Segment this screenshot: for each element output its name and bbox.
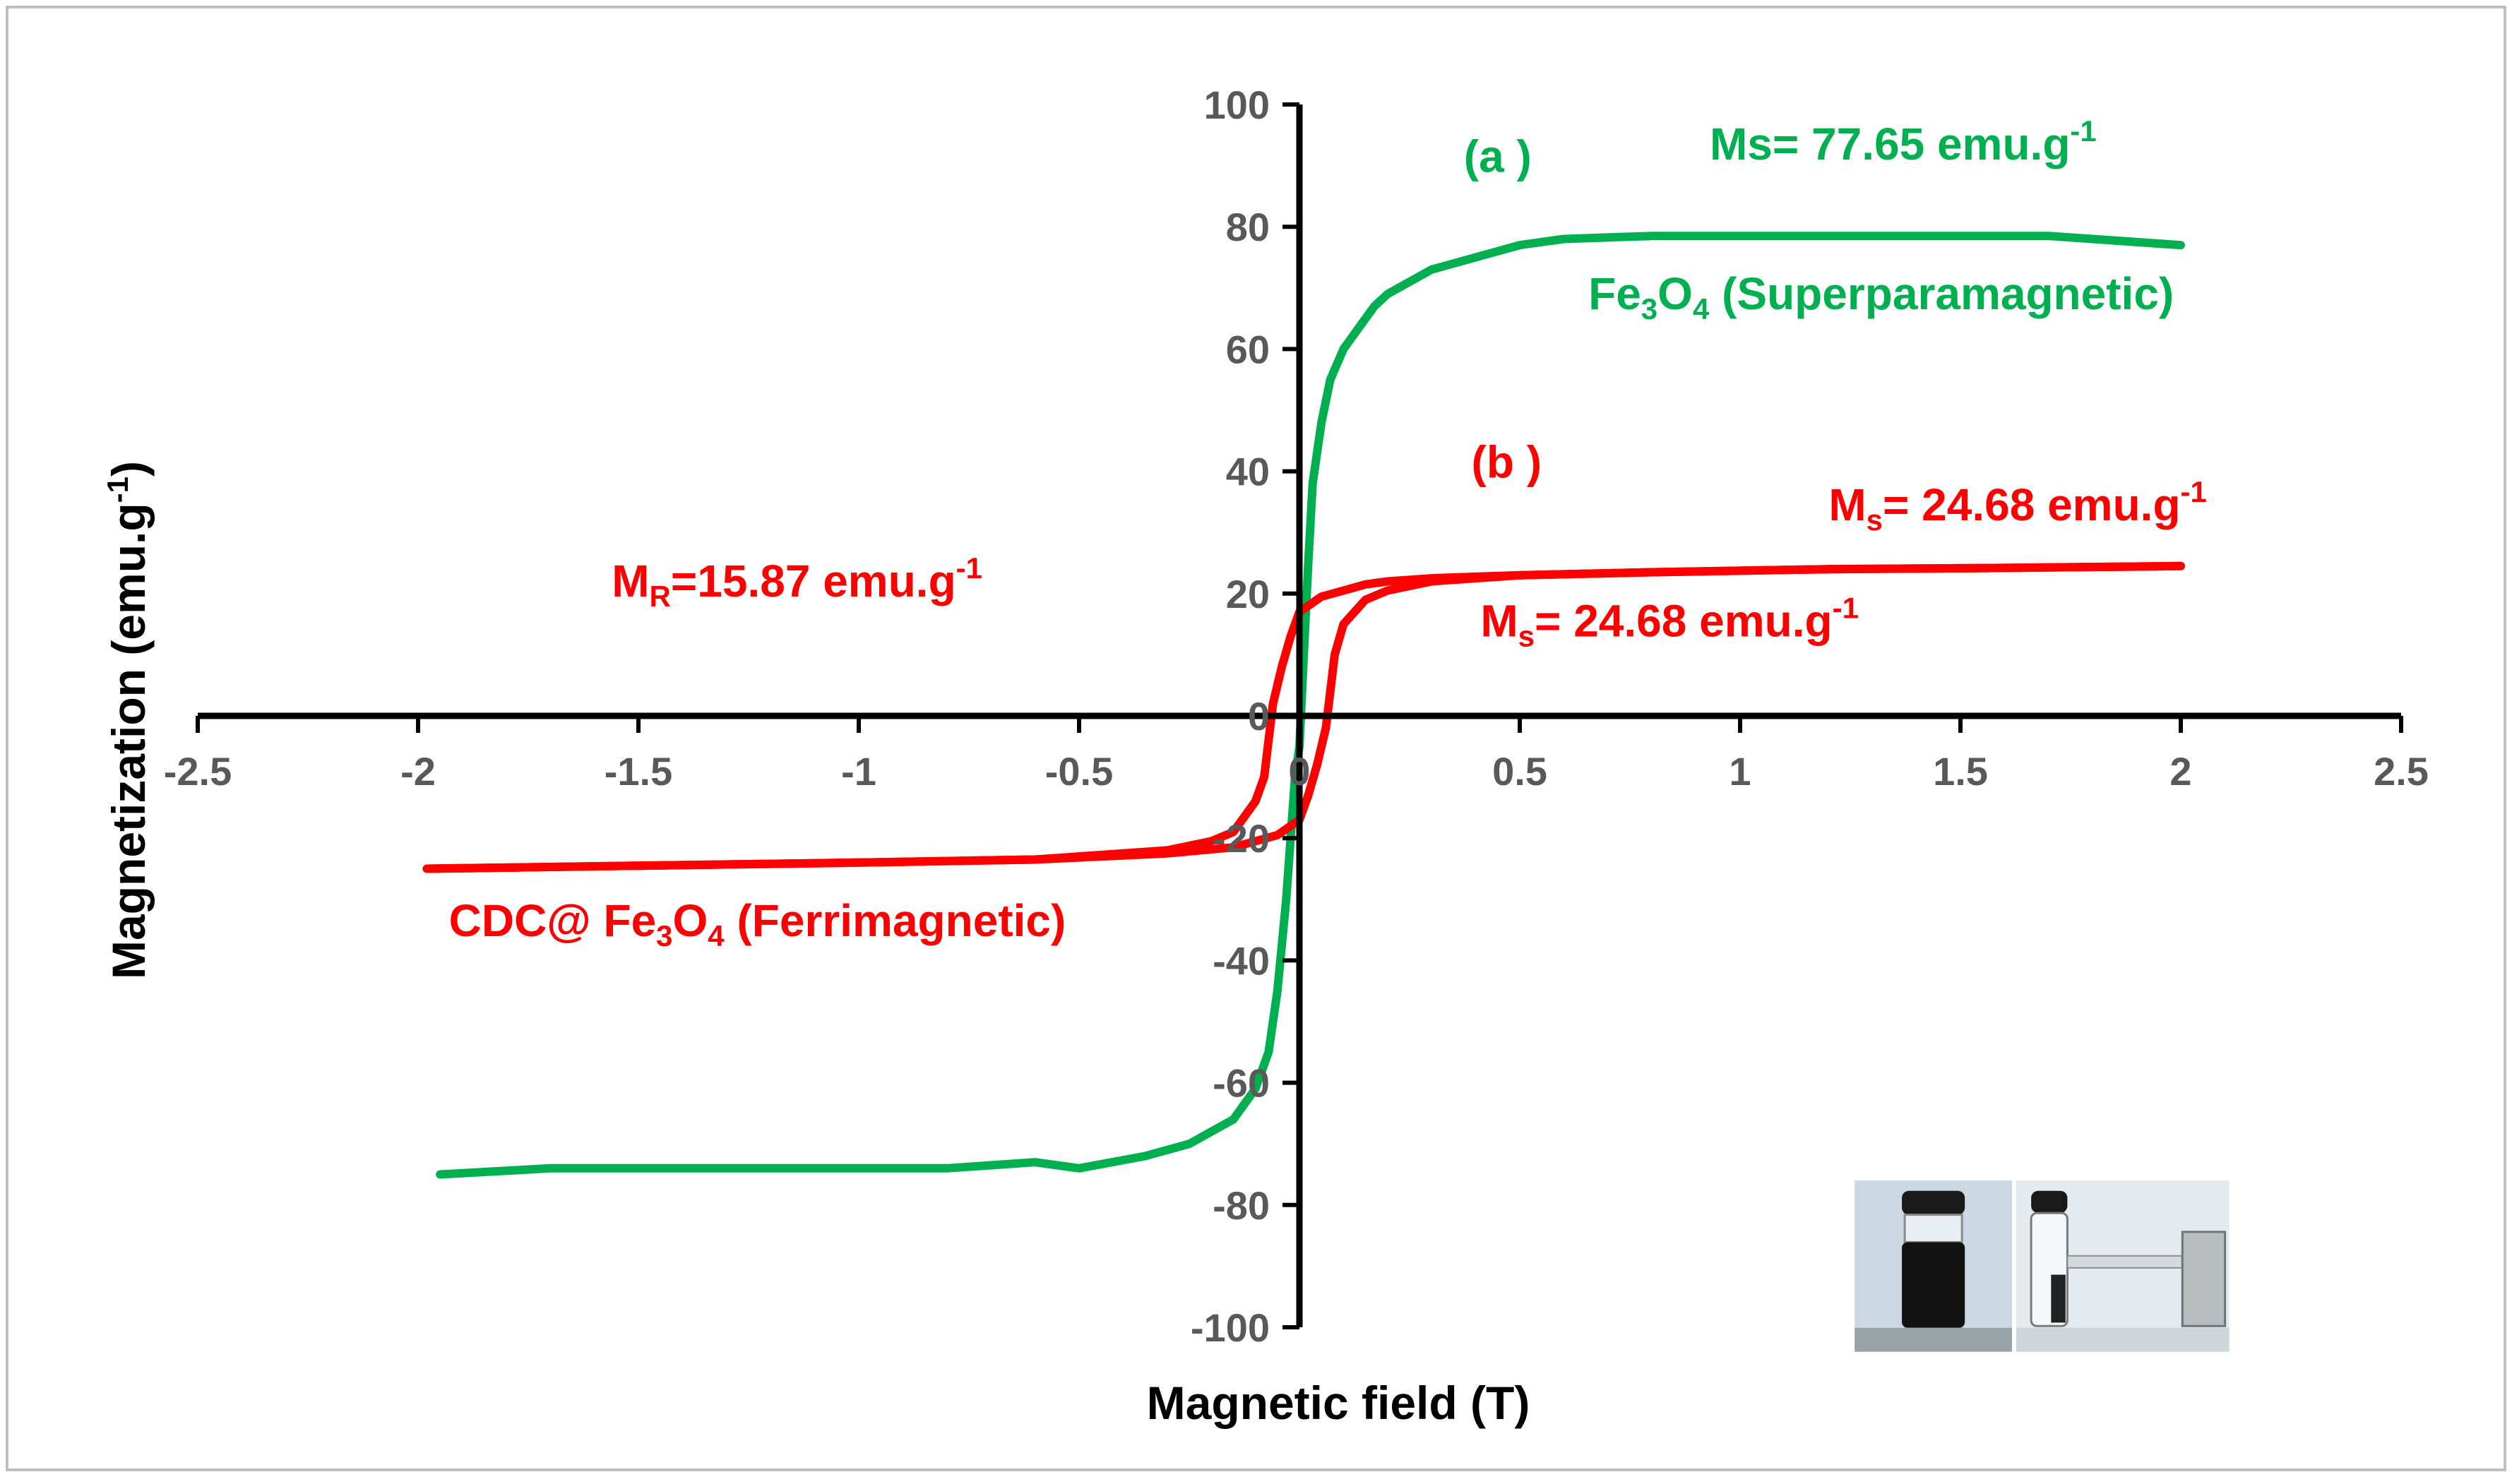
x-tick-label: 2.5 — [2374, 749, 2429, 794]
y-tick-label: 80 — [1226, 205, 1270, 249]
x-tick-label: 2 — [2169, 749, 2191, 794]
annotation-cdc-label: CDC@ Fe3O4 (Ferrimagnetic) — [449, 895, 1066, 952]
series-line-0 — [436, 232, 2185, 1179]
inset-separator — [2012, 1180, 2017, 1352]
x-axis-title: Magnetic field (T) — [1147, 1377, 1530, 1429]
x-tick-label: -1.5 — [605, 749, 673, 794]
annotation-part: Ms= 77.65 emu.g — [1710, 119, 2070, 169]
x-tick-label: 0 — [1288, 749, 1310, 794]
annotation-part: (Ferrimagnetic) — [725, 895, 1066, 946]
y-tick-label: -80 — [1213, 1183, 1270, 1228]
x-tick-label: 1 — [1729, 749, 1751, 794]
x-tick-label: -2 — [400, 749, 436, 794]
y-tick-label: -40 — [1213, 938, 1270, 983]
y-tick-label: 20 — [1226, 572, 1270, 616]
annotation-mr-label: MR=15.87 emu.g-1 — [612, 551, 982, 613]
annotation-part: 4 — [708, 919, 725, 952]
annotation-part: =15.87 emu.g — [671, 556, 956, 606]
inset-left-base — [1855, 1327, 2013, 1352]
y-tick-label: 100 — [1204, 83, 1270, 127]
x-tick-label: 0.5 — [1492, 749, 1547, 794]
vial-1-cap — [1902, 1190, 1965, 1215]
annotation-ms-b-right: Ms= 24.68 emu.g-1 — [1828, 475, 2207, 537]
x-tick-label: 1.5 — [1933, 749, 1988, 794]
x-tick-label: -2.5 — [164, 749, 232, 794]
annotation-part: O — [1657, 268, 1693, 319]
y-tick-label: -20 — [1213, 816, 1270, 861]
annotation-part: CDC@ Fe — [449, 895, 657, 946]
x-tick-label: -1 — [841, 749, 876, 794]
y-tick-label: -60 — [1213, 1061, 1270, 1106]
annotation-b-label: (b ) — [1472, 436, 1542, 487]
y-tick-label: -100 — [1191, 1305, 1270, 1350]
annotation-part: R — [650, 580, 671, 613]
annotation-part: s — [1867, 503, 1883, 537]
inset-right-base — [2016, 1327, 2230, 1352]
annotation-part: -1 — [1833, 591, 1859, 624]
y-axis-title-sup: -1 — [101, 477, 134, 503]
ruler — [2066, 1255, 2186, 1269]
annotation-ms-b-mid: Ms= 24.68 emu.g-1 — [1480, 591, 1859, 652]
y-tick-label: 0 — [1248, 694, 1270, 738]
annotation-part: M — [1828, 479, 1866, 530]
annotation-ms-a: Ms= 77.65 emu.g-1 — [1710, 114, 2097, 169]
annotation-part: -1 — [956, 551, 982, 585]
annotation-part: O — [673, 895, 708, 946]
y-axis-title-close: ) — [102, 461, 155, 477]
vial-1-neck — [1903, 1214, 1963, 1243]
annotation-part: 3 — [656, 919, 672, 952]
annotation-part: -1 — [2181, 475, 2207, 508]
annotation-fe3o4-label: Fe3O4 (Superparamagnetic) — [1588, 268, 2174, 325]
annotation-part: M — [612, 556, 649, 606]
vial-2-cap — [2031, 1190, 2068, 1214]
annotation-part: (Superparamagnetic) — [1709, 268, 2174, 319]
x-tick-label: -0.5 — [1045, 749, 1114, 794]
series-line-2 — [422, 561, 2185, 873]
vial-1-body — [1902, 1242, 1965, 1328]
magnet-block — [2181, 1231, 2227, 1327]
annotation-part: = 24.68 emu.g — [1883, 479, 2181, 530]
y-axis-title-main: Magnetization (emu.g — [102, 503, 155, 979]
annotation-part: (b ) — [1472, 436, 1542, 487]
y-tick-label: 40 — [1226, 450, 1270, 494]
annotation-part: s — [1518, 619, 1535, 652]
annotation-part: (a ) — [1464, 131, 1532, 181]
annotation-part: 4 — [1693, 292, 1710, 325]
annotation-part: Fe — [1588, 268, 1641, 319]
annotation-part: = 24.68 emu.g — [1535, 595, 1833, 646]
vial-2-sediment — [2051, 1274, 2066, 1323]
y-tick-label: 60 — [1226, 327, 1270, 371]
annotation-part: -1 — [2070, 114, 2096, 148]
annotation-part: M — [1480, 595, 1518, 646]
y-axis-title: Magnetization (emu.g-1) — [101, 461, 155, 979]
annotation-a-label: (a ) — [1464, 131, 1532, 181]
annotation-part: 3 — [1641, 292, 1657, 325]
chart-border — [6, 6, 2506, 1471]
